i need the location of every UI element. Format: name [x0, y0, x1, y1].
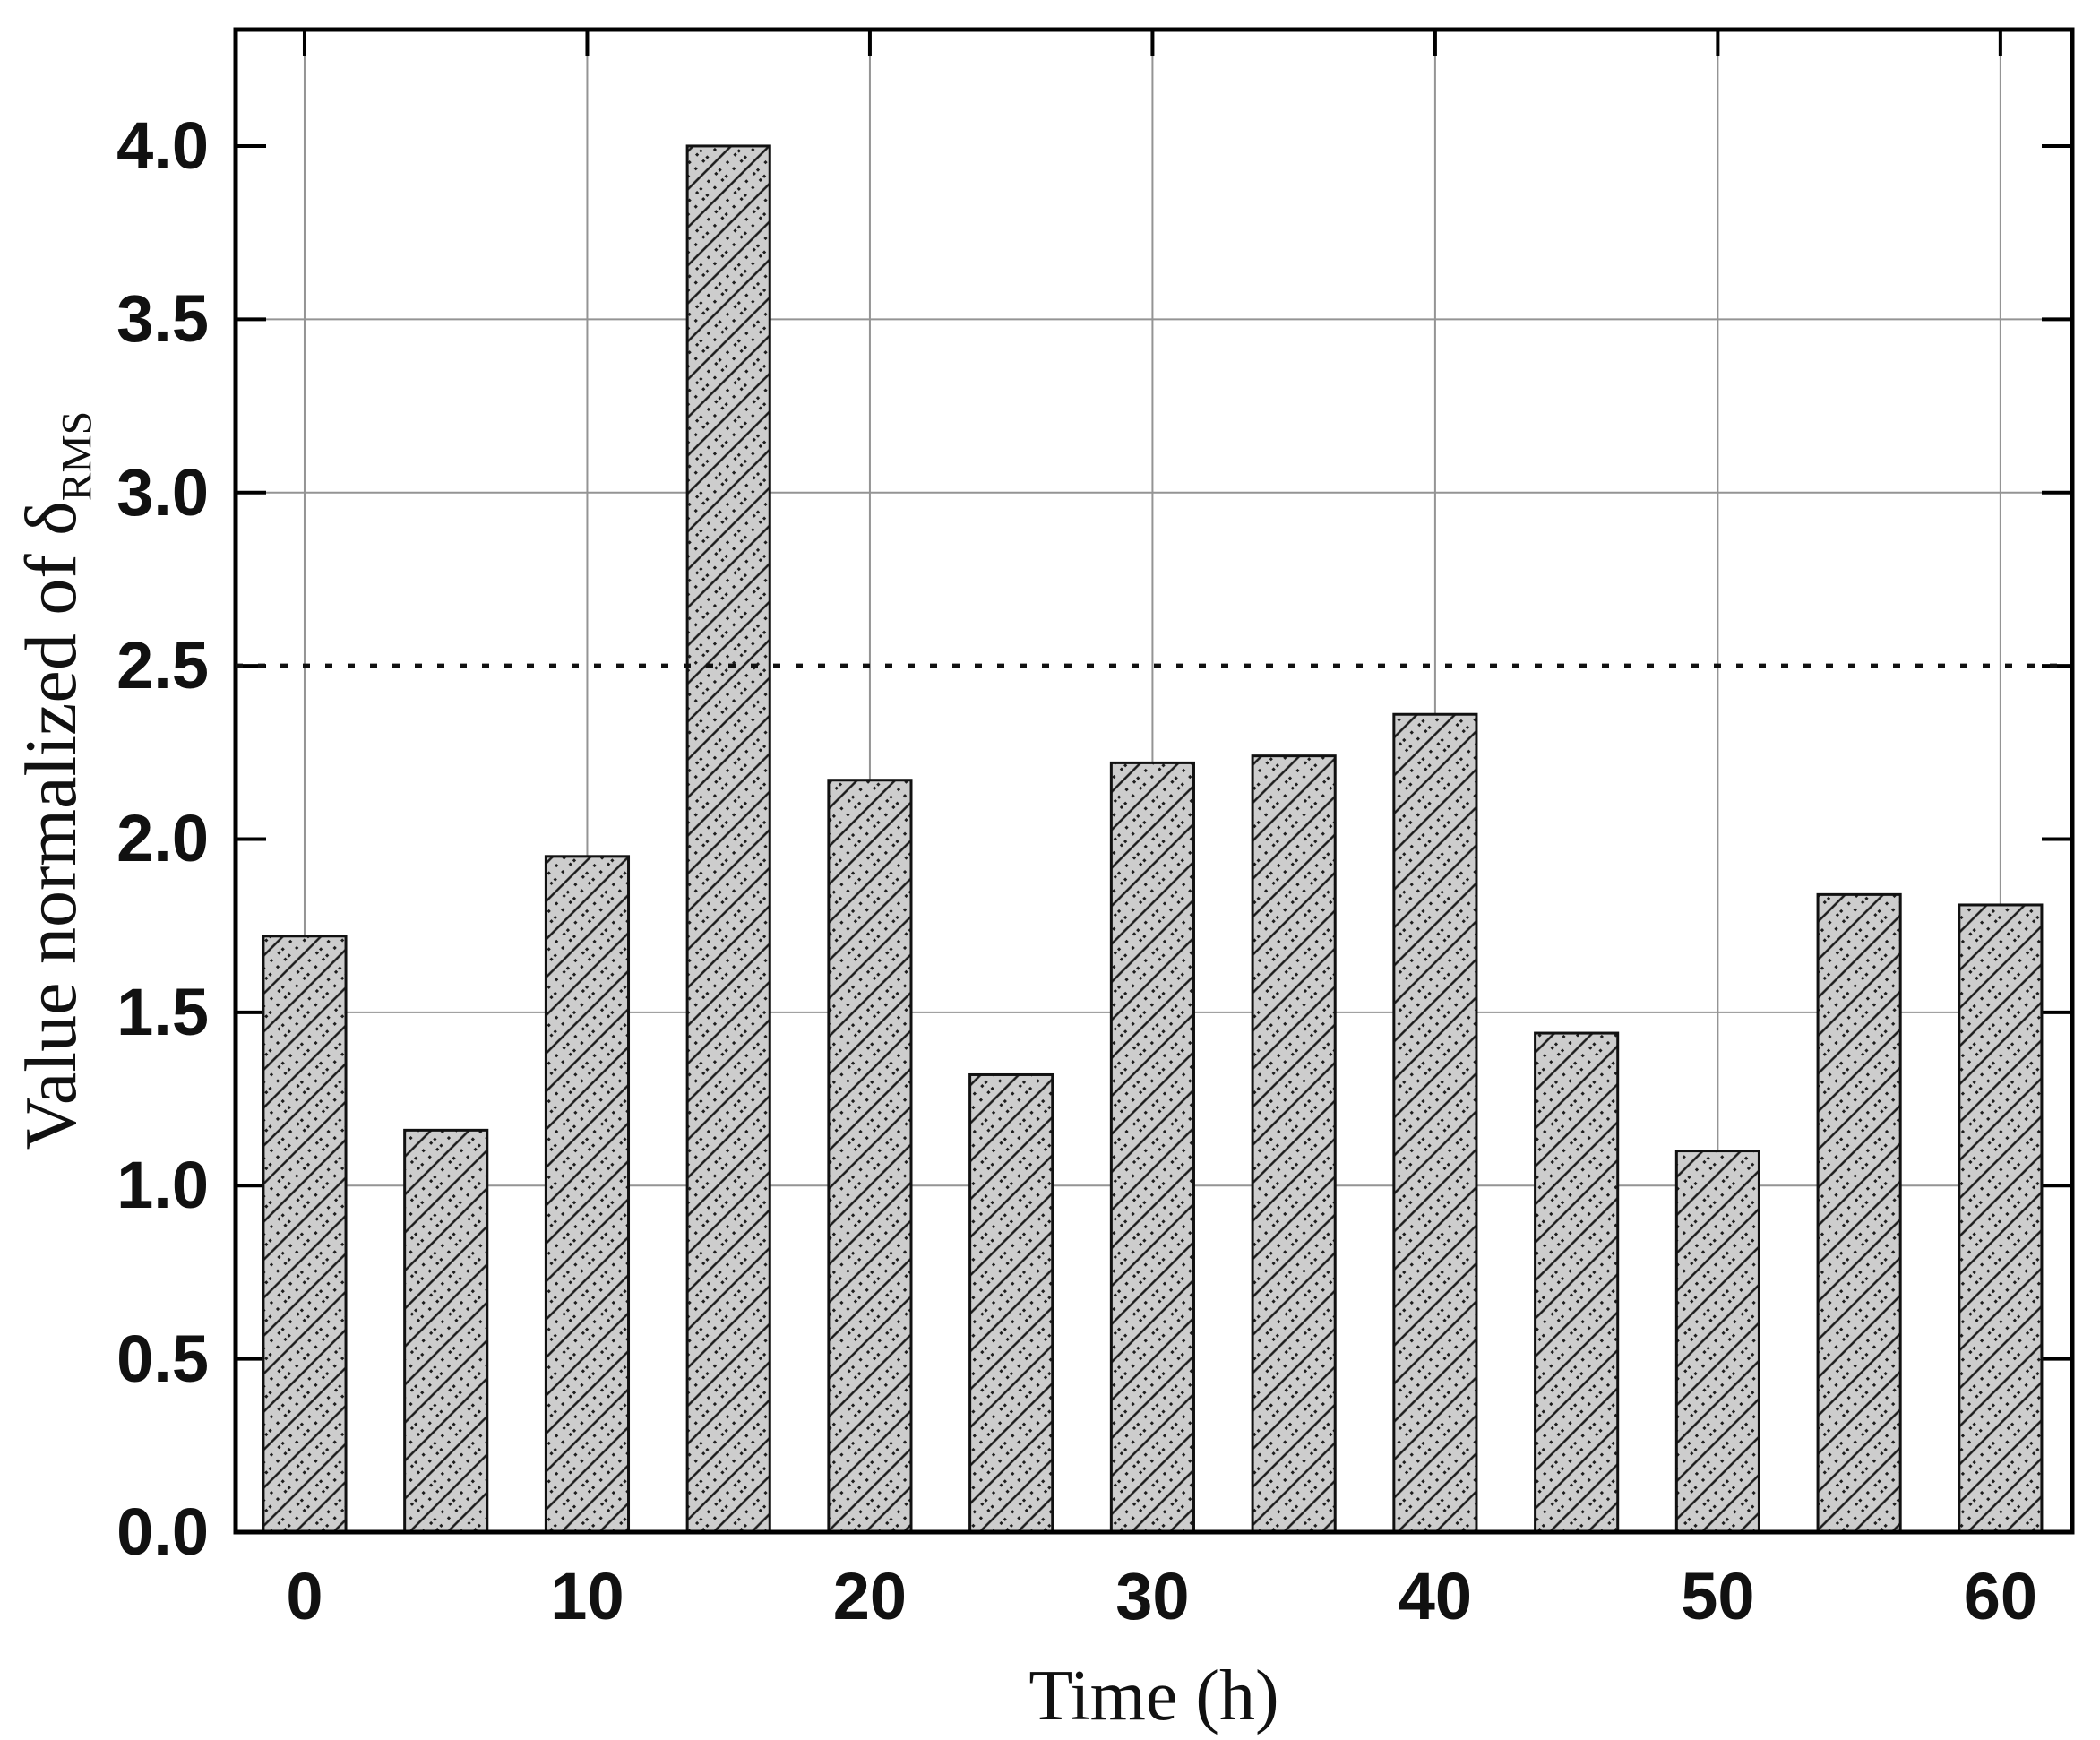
x-tick-label-0: 0 [286, 1559, 323, 1633]
plot-area [233, 27, 2075, 1535]
bar-t20 [827, 779, 913, 1534]
x-tick-label-60: 60 [1963, 1559, 2038, 1633]
y-tick-label-4.0: 4.0 [116, 108, 209, 183]
bar-t40 [1392, 712, 1478, 1534]
y-tick-label-1.5: 1.5 [116, 974, 209, 1049]
y-tick-label-2.0: 2.0 [116, 801, 209, 876]
y-tick-label-0.5: 0.5 [116, 1321, 209, 1396]
y-tick-label-1.0: 1.0 [116, 1148, 209, 1223]
bar-t0 [262, 935, 348, 1534]
bar-t55 [1816, 892, 1902, 1534]
x-tick-label-30: 30 [1115, 1559, 1190, 1633]
bar-t10 [544, 855, 631, 1534]
y-tick-label-3.0: 3.0 [116, 454, 209, 530]
x-axis-title: Time (h) [1028, 1657, 1279, 1736]
y-axis-title-text: Value normalized of [10, 535, 91, 1150]
bar-t45 [1534, 1031, 1620, 1534]
y-tick-label-2.5: 2.5 [116, 628, 209, 703]
x-tick-label-20: 20 [832, 1559, 908, 1633]
delta-symbol: δ [10, 501, 91, 536]
bar-t50 [1674, 1150, 1760, 1534]
bar-t60 [1958, 903, 2044, 1534]
x-tick-label-40: 40 [1398, 1559, 1473, 1633]
y-axis-title-subscript: RMS [54, 410, 101, 502]
bar-t15 [685, 144, 771, 1534]
y-axis-title: Value normalized of δRMS [9, 411, 100, 1150]
bar-t30 [1109, 761, 1195, 1534]
bar-t5 [403, 1128, 489, 1534]
x-tick-label-50: 50 [1681, 1559, 1755, 1633]
plot-frame [233, 27, 2075, 1535]
bar-t25 [968, 1072, 1054, 1534]
bar-t35 [1251, 754, 1337, 1534]
y-tick-label-0.0: 0.0 [116, 1495, 209, 1569]
y-tick-label-3.5: 3.5 [116, 281, 209, 357]
x-tick-label-10: 10 [550, 1559, 624, 1633]
